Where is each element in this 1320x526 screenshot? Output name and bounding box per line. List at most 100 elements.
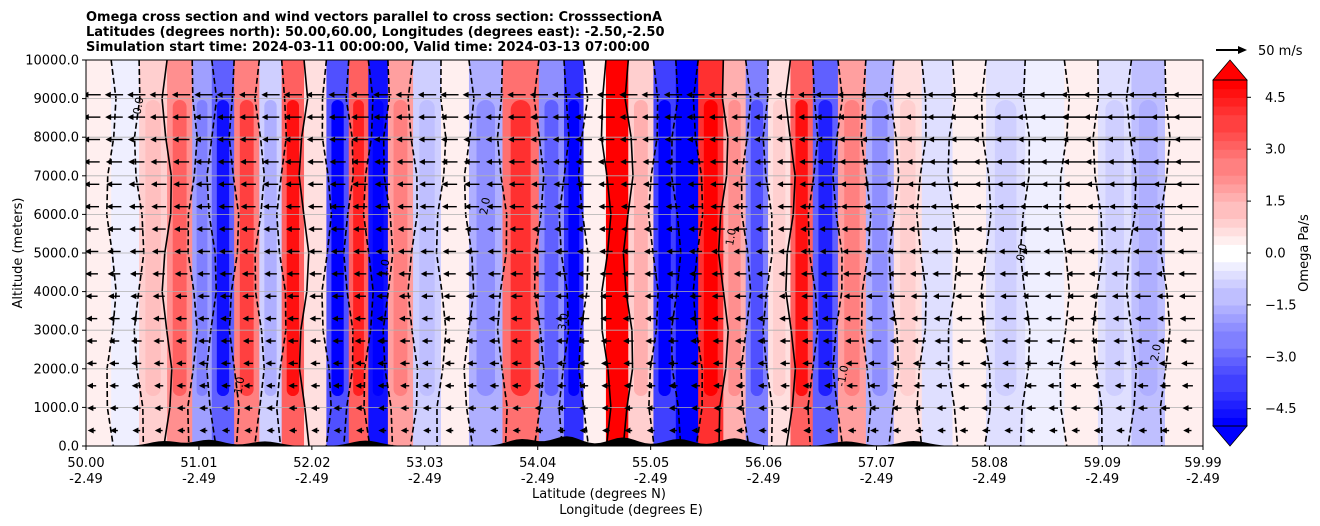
plot-area: 0.0-1.01.02.03.01.0-1.00.02.0 (82, 60, 1203, 446)
x-tick-label-lat: 51.01 (180, 456, 217, 471)
omega-band-core (544, 100, 558, 396)
colorbar-level (1213, 184, 1247, 193)
y-tick-label: 7000.0 (34, 169, 80, 184)
colorbar-tick-label: −4.5 (1265, 402, 1297, 417)
x-tick-label-lon: -2.49 (182, 472, 216, 487)
y-tick-label: 6000.0 (34, 208, 80, 223)
colorbar-level (1213, 97, 1247, 106)
x-tick-label-lat: 55.05 (632, 456, 669, 471)
quiver-key: 50 m/s (1216, 44, 1303, 59)
x-tick-label-lon: -2.49 (634, 472, 668, 487)
y-tick-label: 8000.0 (34, 131, 80, 146)
colorbar-level (1213, 314, 1247, 323)
colorbar-level (1213, 89, 1247, 98)
y-tick-label: 1000.0 (34, 401, 80, 416)
colorbar-level (1213, 409, 1247, 418)
omega-band-core (394, 100, 408, 396)
x-tick-label-lon: -2.49 (295, 472, 329, 487)
colorbar-level (1213, 132, 1247, 141)
x-tick-label-lon: -2.49 (747, 472, 781, 487)
x-axis: 50.00-2.4951.01-2.4952.02-2.4953.03-2.49… (67, 446, 1221, 487)
quiver-key-label: 50 m/s (1258, 44, 1303, 59)
colorbar-level (1213, 279, 1247, 288)
colorbar-level (1213, 167, 1247, 176)
omega-band-core (844, 100, 859, 396)
colorbar-level (1213, 340, 1247, 349)
omega-band-core (681, 100, 693, 396)
x-tick-label-lat: 59.09 (1084, 456, 1121, 471)
omega-band-core (287, 100, 299, 396)
y-tick-label: 3000.0 (34, 324, 80, 339)
x-tick-label-lat: 53.03 (406, 456, 443, 471)
colorbar-level (1213, 391, 1247, 400)
y-tick-label: 10000.0 (25, 54, 79, 69)
colorbar-tick-label: 0.0 (1265, 247, 1286, 262)
omega-band-core (197, 100, 208, 396)
colorbar-level (1213, 365, 1247, 374)
quiver-key-arrowhead (1238, 46, 1247, 54)
y-tick-label: 0.0 (58, 440, 79, 455)
y-tick-label: 2000.0 (34, 362, 80, 377)
omega-band-core (773, 100, 785, 396)
omega-band-core (611, 100, 623, 396)
colorbar-level (1213, 417, 1247, 426)
colorbar-tick-label: −3.0 (1265, 350, 1297, 365)
colorbar-level (1213, 288, 1247, 297)
omega-band-core (995, 100, 1017, 396)
omega-band-core (704, 100, 718, 396)
colorbar-level (1213, 236, 1247, 245)
colorbar-level (1213, 348, 1247, 357)
colorbar-level (1213, 262, 1247, 271)
colorbar-tick-label: 4.5 (1265, 91, 1286, 106)
x-tick-label-lon: -2.49 (1086, 472, 1120, 487)
x-tick-label-lon: -2.49 (860, 472, 894, 487)
x-tick-label-lat: 50.00 (67, 456, 104, 471)
omega-band-core (331, 100, 343, 396)
omega-band-core (751, 100, 763, 396)
omega-band-core (1105, 100, 1123, 396)
omega-band-core (264, 100, 276, 396)
title-line-2: Latitudes (degrees north): 50.00,60.00, … (86, 25, 665, 40)
title-line-3: Simulation start time: 2024-03-11 00:00:… (86, 40, 650, 55)
omega-band-core (818, 100, 832, 396)
colorbar-level (1213, 305, 1247, 314)
colorbar: 4.53.01.50.0−1.5−3.0−4.5 Omega Pa/s (1213, 60, 1312, 446)
colorbar-level (1213, 106, 1247, 115)
x-axis-label-lat: Latitude (degrees N) (532, 487, 666, 502)
omega-band-core (900, 100, 915, 396)
colorbar-level (1213, 141, 1247, 150)
colorbar-level (1213, 357, 1247, 366)
colorbar-level (1213, 201, 1247, 210)
omega-band-core (568, 100, 579, 396)
colorbar-level (1213, 115, 1247, 124)
x-tick-label-lat: 57.07 (858, 456, 895, 471)
colorbar-level (1213, 374, 1247, 383)
omega-band-core (419, 100, 434, 396)
y-tick-label: 4000.0 (34, 285, 80, 300)
x-tick-label-lat: 56.06 (745, 456, 782, 471)
colorbar-level (1213, 244, 1247, 253)
chart-title: Omega cross section and wind vectors par… (86, 10, 665, 55)
colorbar-level (1213, 331, 1247, 340)
omega-band-core (373, 100, 384, 396)
omega-band-core (658, 100, 670, 396)
omega-band-core (511, 100, 531, 396)
x-tick-label-lon: -2.49 (69, 472, 103, 487)
colorbar-level (1213, 210, 1247, 219)
x-axis-label-lon: Longitude (degrees E) (559, 503, 703, 518)
colorbar-level (1213, 253, 1247, 262)
y-tick-label: 9000.0 (34, 92, 80, 107)
colorbar-level (1213, 383, 1247, 392)
x-tick-label-lon: -2.49 (408, 472, 442, 487)
colorbar-tick-label: 3.0 (1265, 143, 1286, 158)
x-tick-label-lon: -2.49 (521, 472, 555, 487)
colorbar-tick-label: 1.5 (1265, 195, 1286, 210)
y-axis: 0.01000.02000.03000.04000.05000.06000.07… (25, 54, 86, 455)
omega-cross-section-figure: Omega cross section and wind vectors par… (0, 0, 1320, 526)
colorbar-tick-label: −1.5 (1265, 298, 1297, 313)
colorbar-level (1213, 175, 1247, 184)
colorbar-level (1213, 270, 1247, 279)
colorbar-level (1213, 123, 1247, 132)
omega-band-core (145, 100, 160, 396)
omega-band-core (634, 100, 648, 396)
